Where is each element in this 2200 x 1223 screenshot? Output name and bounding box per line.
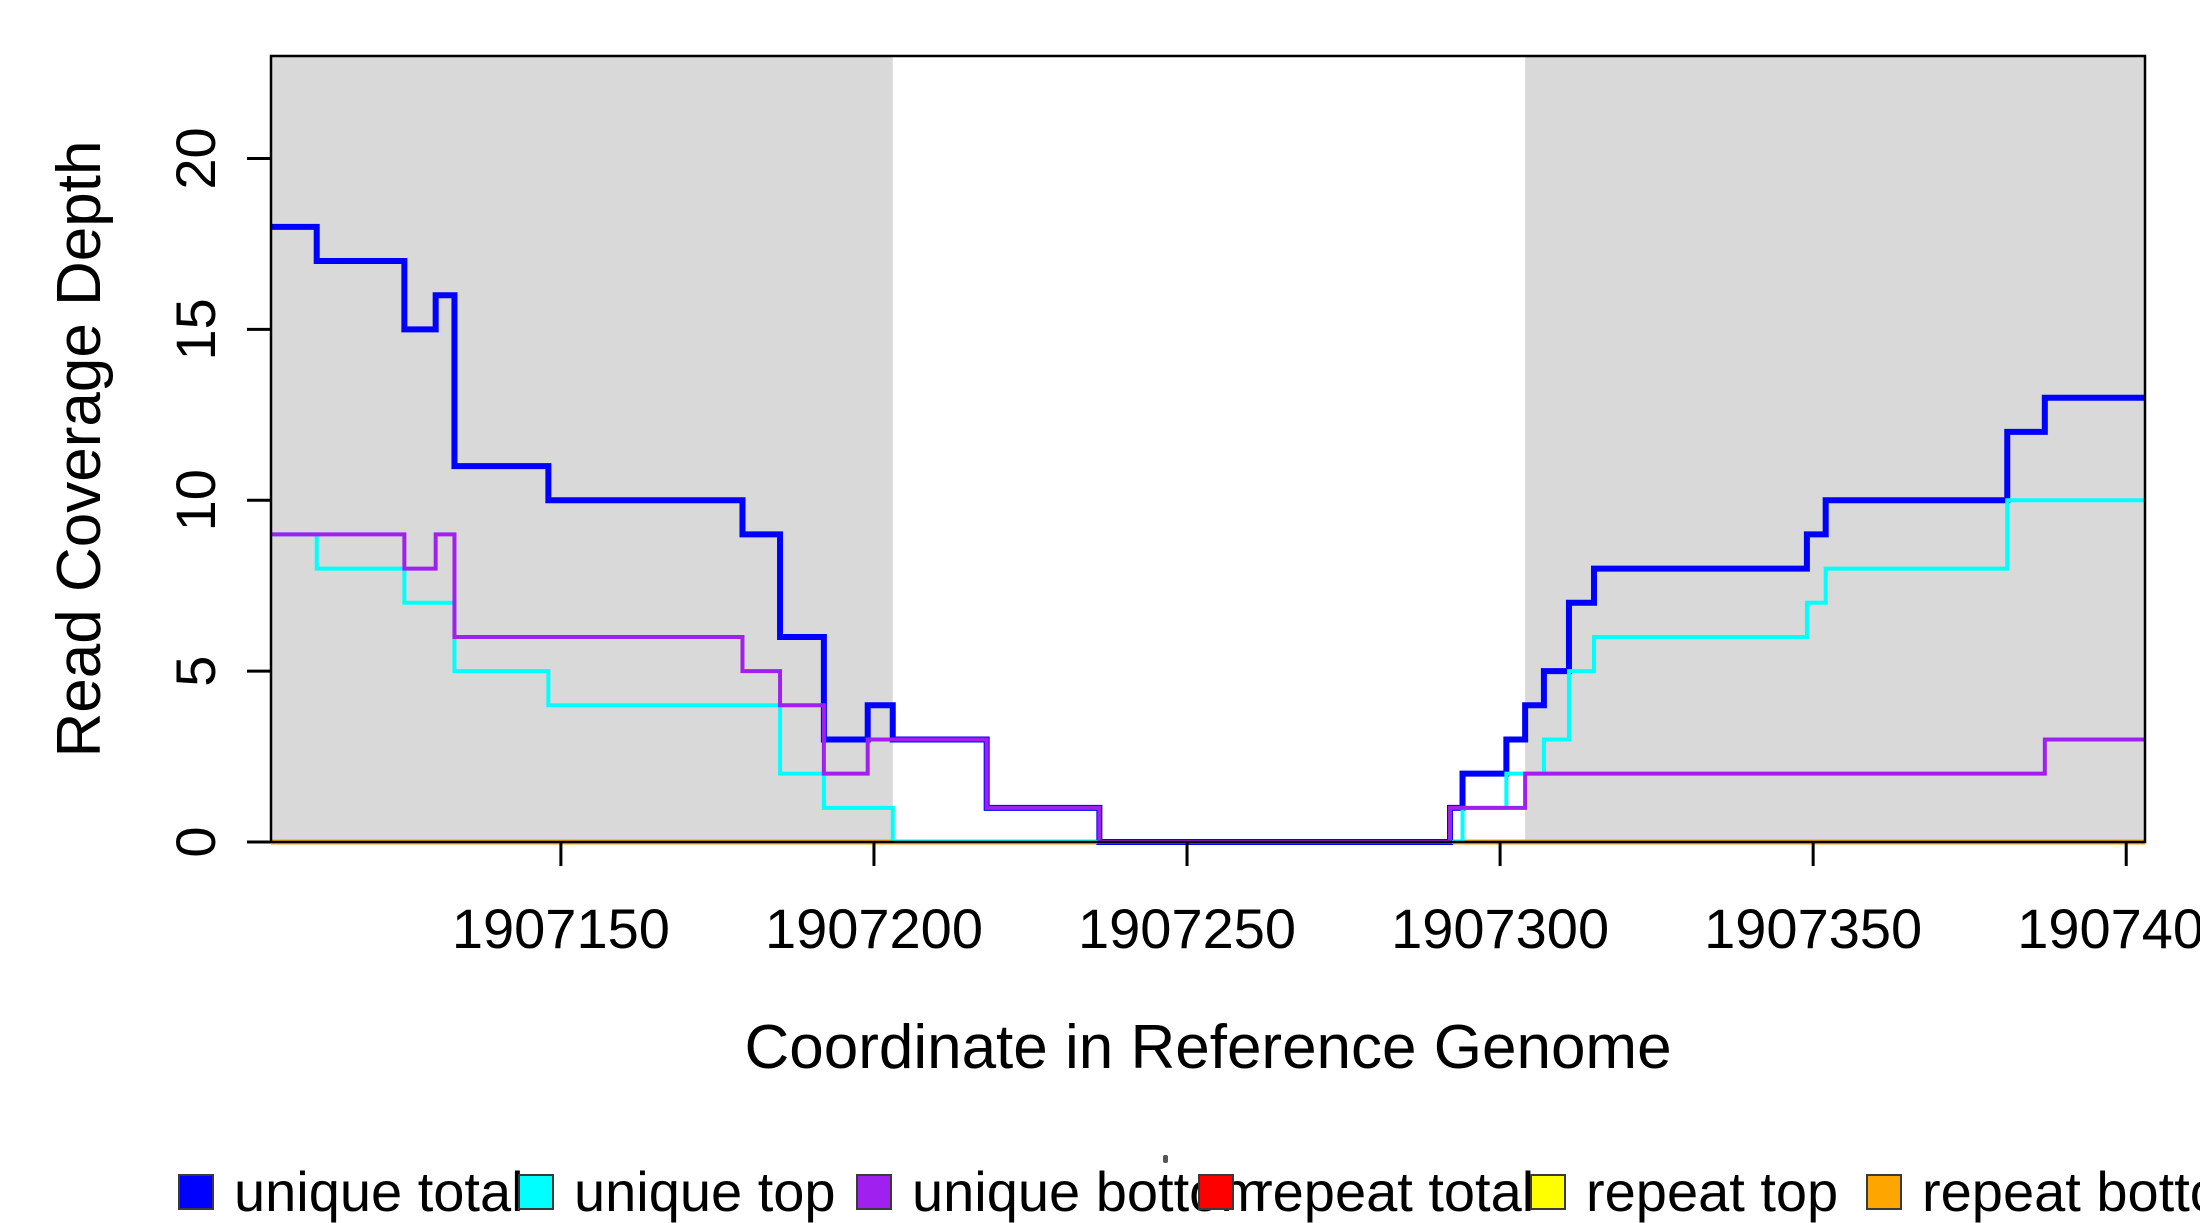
x-tick-label: 1907250 <box>1078 897 1296 960</box>
legend: unique total unique top unique bottom re… <box>0 1160 2200 1223</box>
x-tick-label: 1907300 <box>1391 897 1609 960</box>
coverage-plot: 1907150 1907200 1907250 1907300 1907350 19074… <box>45 54 2200 1082</box>
legend-item-unique-top: unique top <box>518 1160 836 1223</box>
legend-label: unique top <box>574 1160 836 1223</box>
unique-total-swatch-icon <box>178 1174 214 1210</box>
legend-label: repeat top <box>1586 1160 1839 1223</box>
y-axis: 0 5 10 15 20 <box>164 127 271 858</box>
legend-label: repeat bottom <box>1922 1160 2200 1223</box>
unique-top-swatch-icon <box>518 1174 554 1210</box>
unique-bottom-swatch-icon <box>856 1174 892 1210</box>
stray-mark-artifact <box>1163 1155 1168 1163</box>
legend-label: unique total <box>234 1160 524 1223</box>
x-tick-label: 1907150 <box>452 897 670 960</box>
legend-item-repeat-bottom: repeat bottom <box>1866 1160 2200 1223</box>
legend-item-unique-total: unique total <box>178 1160 524 1223</box>
y-tick-label: 20 <box>164 127 227 189</box>
repeat-bottom-swatch-icon <box>1866 1174 1902 1210</box>
repeat-top-swatch-icon <box>1530 1174 1566 1210</box>
x-axis: 1907150 1907200 1907250 1907300 1907350 19074… <box>452 842 2200 960</box>
legend-item-repeat-total: repeat total <box>1198 1160 1535 1223</box>
legend-label: repeat total <box>1254 1160 1535 1223</box>
y-tick-label: 5 <box>164 656 227 687</box>
repeat-total-swatch-icon <box>1198 1174 1234 1210</box>
y-axis-title: Read Coverage Depth <box>45 141 114 758</box>
shaded-regions <box>271 56 2145 842</box>
x-tick-label: 1907200 <box>765 897 983 960</box>
y-tick-label: 15 <box>164 298 227 360</box>
series-line-unique-bottom <box>271 532 2145 844</box>
plot-border <box>269 54 2147 844</box>
legend-item-repeat-top: repeat top <box>1530 1160 1839 1223</box>
y-tick-label: 0 <box>164 826 227 857</box>
y-tick-label: 10 <box>164 469 227 531</box>
x-axis-title: Coordinate in Reference Genome <box>744 1013 1671 1082</box>
x-tick-label: 1907350 <box>1704 897 1922 960</box>
shaded-region <box>271 56 893 842</box>
shaded-region <box>1525 56 2145 842</box>
